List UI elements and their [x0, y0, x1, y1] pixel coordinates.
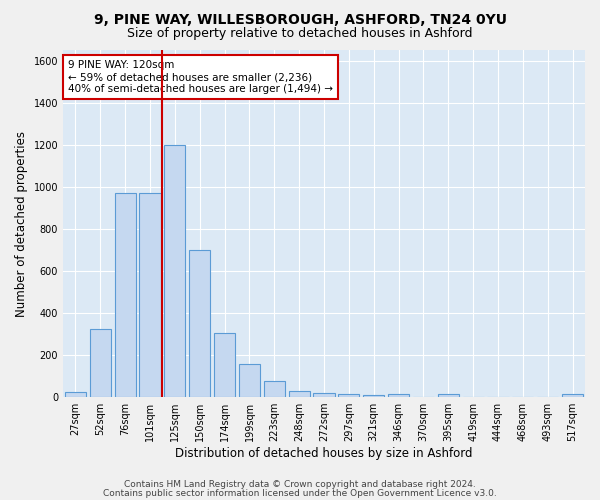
Text: Contains public sector information licensed under the Open Government Licence v3: Contains public sector information licen…	[103, 489, 497, 498]
Text: 9 PINE WAY: 120sqm
← 59% of detached houses are smaller (2,236)
40% of semi-deta: 9 PINE WAY: 120sqm ← 59% of detached hou…	[68, 60, 333, 94]
Bar	[363, 395, 384, 397]
Bar	[214, 333, 235, 397]
Bar	[289, 391, 310, 397]
Text: 9, PINE WAY, WILLESBOROUGH, ASHFORD, TN24 0YU: 9, PINE WAY, WILLESBOROUGH, ASHFORD, TN2…	[94, 12, 506, 26]
Bar	[239, 364, 260, 397]
Text: Size of property relative to detached houses in Ashford: Size of property relative to detached ho…	[127, 28, 473, 40]
Bar	[313, 393, 335, 397]
Bar	[139, 193, 161, 397]
Y-axis label: Number of detached properties: Number of detached properties	[15, 130, 28, 316]
Text: Contains HM Land Registry data © Crown copyright and database right 2024.: Contains HM Land Registry data © Crown c…	[124, 480, 476, 489]
Bar	[65, 392, 86, 397]
Bar	[562, 394, 583, 397]
Bar	[338, 394, 359, 397]
Bar	[388, 394, 409, 397]
X-axis label: Distribution of detached houses by size in Ashford: Distribution of detached houses by size …	[175, 447, 473, 460]
Bar	[164, 144, 185, 397]
Bar	[264, 382, 285, 397]
Bar	[438, 394, 459, 397]
Bar	[115, 193, 136, 397]
Bar	[90, 328, 111, 397]
Bar	[189, 250, 211, 397]
